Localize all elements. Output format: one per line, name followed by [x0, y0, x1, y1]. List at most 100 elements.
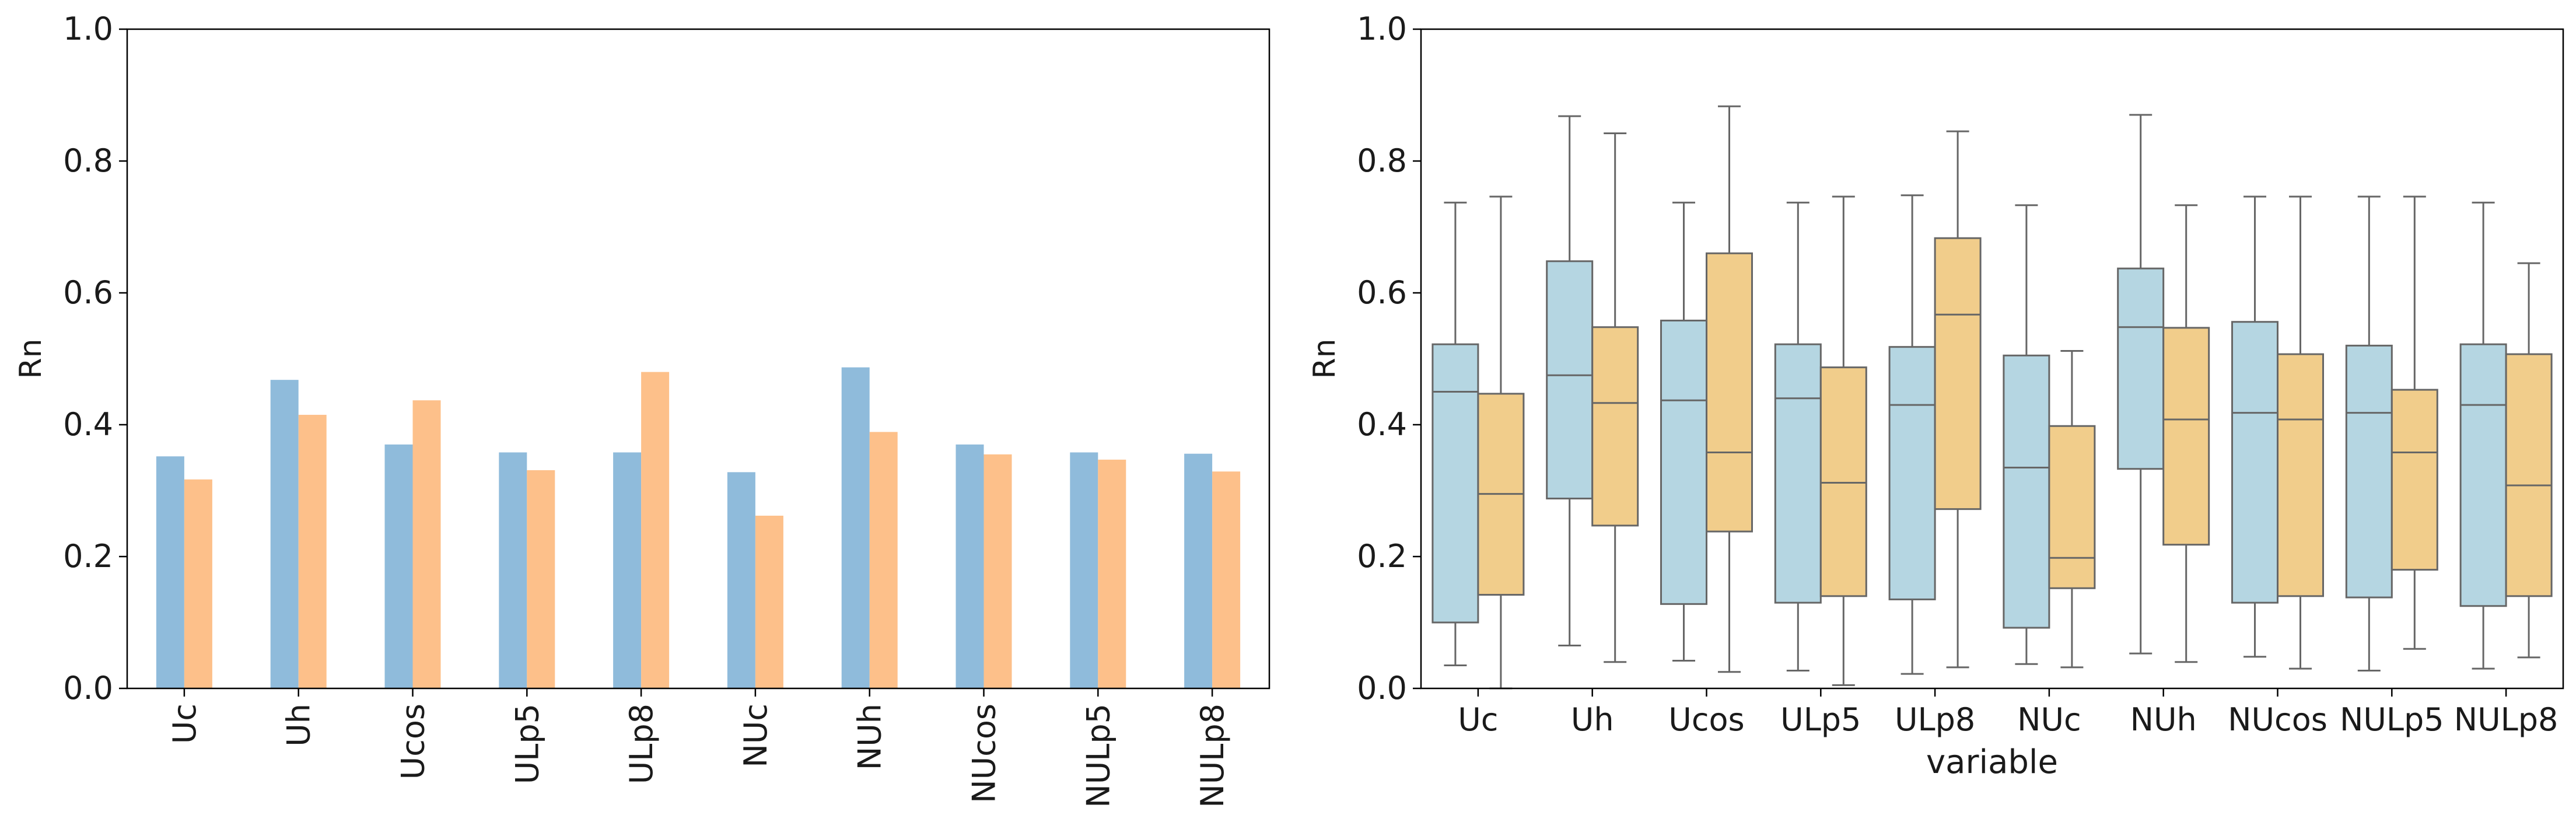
bar-1-NUh: [841, 367, 870, 688]
bar-2-NUc: [755, 515, 783, 688]
box-iqr: [2117, 267, 2165, 470]
x-tick-label: NULp8: [2454, 701, 2558, 738]
x-tick-label: Ucos: [395, 704, 432, 779]
box-iqr: [2162, 327, 2210, 546]
box-iqr: [2345, 344, 2393, 599]
bar-chart-panel: 0.0 0.2 0.4 0.6 0.8 1.0 Uc Uh Ucos ULp5 ULp8 NUc NU…: [13, 11, 1270, 808]
box-1-NUc: [2003, 204, 2050, 665]
x-tick-label: Ucos: [1668, 701, 1744, 738]
bar-1-ULp8: [613, 452, 642, 688]
x-tick-label: NULp8: [1194, 704, 1231, 808]
y-tick-label: 0.8: [1357, 142, 1407, 179]
bar-1-Uc: [156, 456, 184, 688]
y-tick-label: 0.0: [63, 670, 113, 706]
bar-y-axis-label: Rn: [13, 338, 48, 379]
y-tick-label: 0.2: [63, 538, 113, 575]
box-2-ULp8: [1934, 130, 1982, 669]
y-tick-label: 0.6: [63, 274, 113, 311]
y-tick-label: 0.6: [1357, 274, 1407, 311]
bar-1-NUcos: [956, 444, 984, 688]
box-2-NUcos: [2277, 195, 2324, 670]
box-2-Uh: [1591, 132, 1639, 663]
bar-2-Uh: [298, 415, 327, 688]
box-1-NUcos: [2231, 195, 2278, 658]
y-tick-label: 1.0: [63, 11, 113, 47]
box-iqr: [1432, 343, 1479, 624]
bar-2-Ucos: [412, 400, 441, 688]
box-2-Ucos: [1706, 105, 1753, 673]
y-tick-label: 1.0: [1357, 11, 1407, 47]
bar-2-ULp5: [527, 470, 555, 688]
bar-2-NULp5: [1098, 459, 1126, 688]
x-tick-label: Uc: [166, 704, 203, 744]
bar-2-Uc: [184, 479, 212, 688]
x-tick-label: Uc: [1458, 701, 1498, 738]
x-tick-label: NULp5: [2340, 701, 2444, 738]
box-iqr: [1774, 343, 1822, 604]
x-tick-label: ULp8: [1895, 701, 1975, 738]
box-iqr: [1660, 319, 1707, 605]
box-2-NULp5: [2390, 195, 2438, 650]
x-tick-label: ULp5: [509, 704, 545, 784]
bar-x-axis: Uc Uh Ucos ULp5 ULp8 NUc NUh NUcos NULp5 NULp8: [166, 688, 1231, 808]
box-iqr: [1934, 237, 1982, 510]
box-chart-panel: 0.0 0.2 0.4 0.6 0.8 1.0 Uc Uh Ucos ULp5 ULp8 NUc NU…: [1307, 11, 2564, 781]
box-iqr: [2505, 353, 2553, 597]
box-1-NUh: [2117, 114, 2165, 655]
box-y-axis: 0.0 0.2 0.4 0.6 0.8 1.0: [1357, 11, 1421, 706]
box-iqr: [1591, 326, 1639, 527]
y-tick-label: 0.0: [1357, 670, 1407, 706]
bar-1-NUc: [727, 472, 755, 688]
box-iqr: [1706, 252, 1753, 533]
bar-1-Ucos: [384, 444, 413, 688]
y-tick-label: 0.4: [63, 406, 113, 443]
box-1-Ucos: [1660, 201, 1707, 662]
bar-y-axis: 0.0 0.2 0.4 0.6 0.8 1.0: [63, 11, 127, 706]
box-marks: [1432, 105, 2553, 690]
box-1-NULp8: [2459, 201, 2507, 670]
box-2-Uc: [1477, 195, 1525, 690]
x-tick-label: NUh: [2130, 701, 2197, 738]
box-iqr: [1546, 260, 1594, 500]
box-x-axis-label: variable: [1926, 743, 2058, 781]
box-1-Uc: [1432, 201, 1479, 666]
box-1-Uh: [1546, 115, 1594, 647]
x-tick-label: Uh: [1571, 701, 1614, 738]
x-tick-label: ULp5: [1780, 701, 1861, 738]
box-iqr: [1819, 366, 1867, 597]
bar-1-ULp5: [499, 452, 527, 688]
x-tick-label: NUc: [737, 704, 774, 768]
box-2-NUc: [2048, 349, 2096, 669]
bar-plot-frame: [126, 28, 1270, 690]
bar-marks: [156, 367, 1241, 688]
y-tick-label: 0.2: [1357, 538, 1407, 575]
x-tick-label: NUh: [852, 704, 888, 770]
bar-2-NULp8: [1212, 471, 1241, 688]
box-2-NULp8: [2505, 262, 2553, 659]
box-iqr: [1888, 346, 1936, 600]
y-tick-label: 0.8: [63, 142, 113, 179]
x-tick-label: NUc: [2017, 701, 2081, 738]
bar-2-ULp8: [641, 372, 670, 688]
x-tick-label: ULp8: [623, 704, 660, 784]
y-tick-label: 0.4: [1357, 406, 1407, 443]
bar-1-Uh: [270, 380, 299, 688]
box-plot-frame: [1420, 28, 2564, 690]
x-tick-label: NULp5: [1080, 704, 1116, 808]
x-tick-label: NUcos: [966, 704, 1003, 803]
bar-1-NULp5: [1070, 452, 1098, 688]
bar-2-NUh: [869, 432, 898, 688]
box-iqr: [2048, 425, 2096, 589]
box-1-NULp5: [2345, 195, 2393, 671]
box-1-ULp5: [1774, 201, 1822, 671]
box-2-NUh: [2162, 204, 2210, 663]
x-tick-label: NUcos: [2228, 701, 2328, 738]
box-y-axis-label: Rn: [1307, 338, 1342, 379]
box-2-ULp5: [1819, 195, 1867, 686]
box-iqr: [2390, 389, 2438, 571]
box-iqr: [2231, 321, 2278, 604]
bar-2-NUcos: [984, 454, 1012, 688]
bar-1-NULp8: [1184, 453, 1213, 688]
box-iqr: [2003, 354, 2050, 629]
